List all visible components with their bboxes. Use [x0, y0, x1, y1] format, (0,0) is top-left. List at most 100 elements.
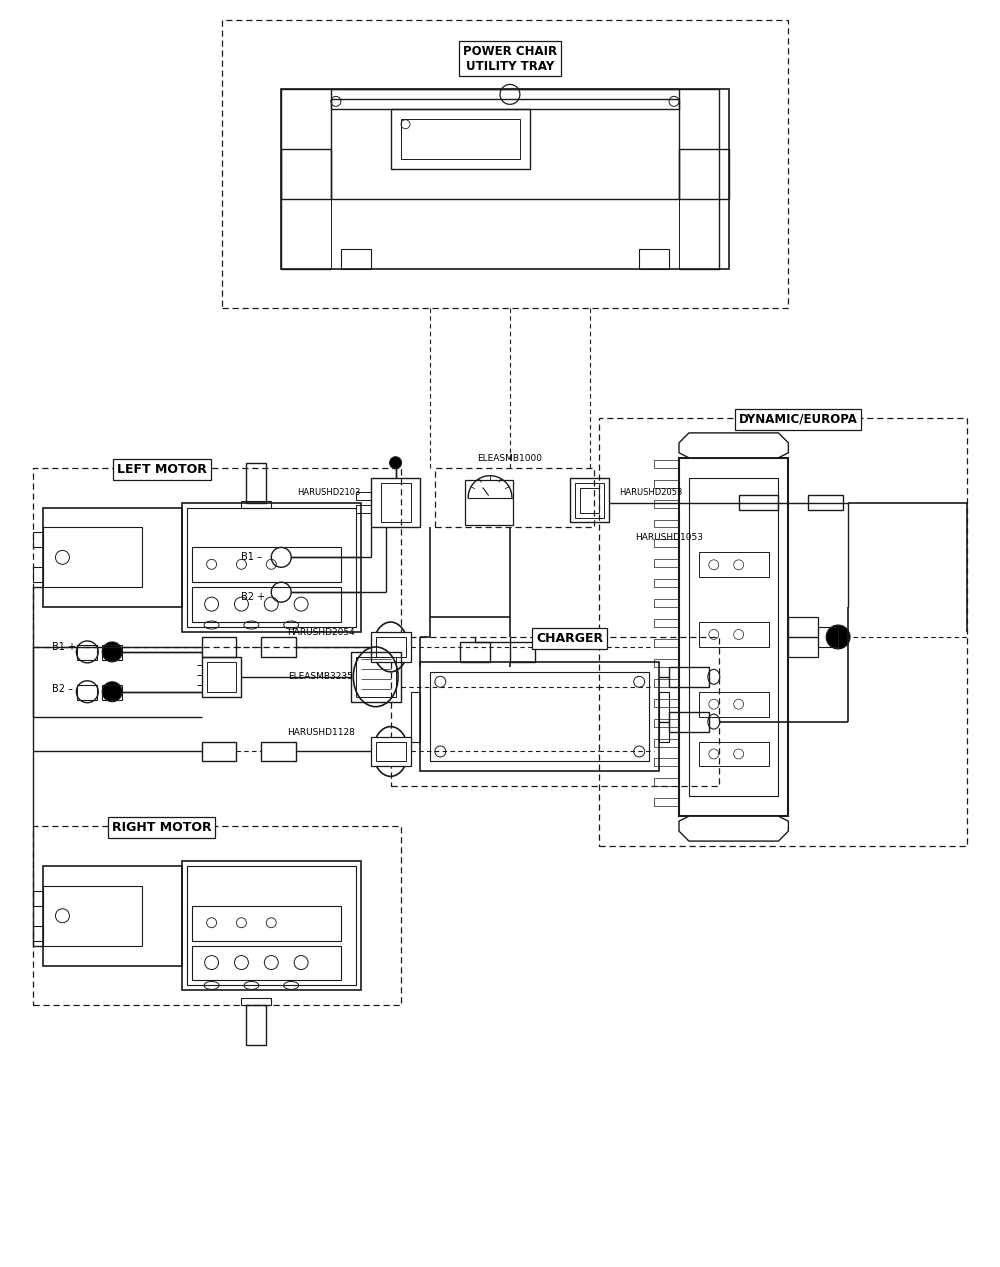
Bar	[356, 656, 396, 697]
Bar	[654, 718, 679, 726]
Text: B1 –: B1 –	[241, 552, 262, 563]
Bar	[788, 617, 818, 656]
Bar	[639, 248, 669, 269]
Text: CHARGER: CHARGER	[536, 632, 603, 645]
Bar	[192, 906, 341, 940]
Bar	[654, 639, 679, 647]
Bar	[33, 926, 43, 940]
Text: LEFT MOTOR: LEFT MOTOR	[117, 462, 207, 475]
Bar	[654, 540, 679, 547]
Bar	[33, 826, 401, 1005]
Bar	[411, 692, 420, 741]
Bar	[654, 599, 679, 607]
Bar	[654, 759, 679, 767]
Bar	[575, 483, 604, 517]
Bar	[77, 684, 97, 699]
Bar	[699, 552, 768, 578]
Bar	[401, 119, 520, 160]
Bar	[654, 778, 679, 787]
Bar	[192, 587, 341, 622]
Bar	[241, 998, 271, 1005]
Bar	[654, 620, 679, 627]
Bar	[654, 579, 679, 587]
Text: DYNAMIC/EUROPA: DYNAMIC/EUROPA	[739, 413, 858, 426]
Text: ELEASMB1000: ELEASMB1000	[477, 454, 542, 462]
Bar	[371, 736, 411, 767]
Bar	[699, 741, 768, 767]
Bar	[43, 865, 182, 965]
Bar	[739, 494, 778, 509]
Bar	[182, 862, 361, 991]
Bar	[261, 741, 296, 761]
Bar	[187, 865, 356, 986]
Bar	[356, 504, 371, 513]
Bar	[654, 698, 679, 707]
Bar	[33, 568, 43, 583]
Bar	[187, 508, 356, 627]
Bar	[102, 645, 122, 660]
Bar	[699, 692, 768, 717]
Bar	[241, 500, 271, 508]
Bar	[102, 684, 122, 699]
Polygon shape	[679, 816, 788, 841]
Bar	[246, 462, 266, 503]
Text: HARUSHD1128: HARUSHD1128	[287, 727, 355, 736]
Bar	[689, 478, 778, 796]
Bar	[570, 478, 609, 522]
Bar	[699, 622, 768, 647]
Bar	[818, 627, 838, 647]
Bar	[654, 798, 679, 806]
Circle shape	[826, 625, 850, 649]
Bar	[202, 637, 236, 656]
Bar	[654, 679, 679, 687]
Bar	[654, 739, 679, 746]
Bar	[599, 418, 967, 846]
Bar	[182, 503, 361, 632]
Bar	[654, 559, 679, 568]
Bar	[202, 741, 236, 761]
Circle shape	[390, 457, 402, 469]
Bar	[679, 150, 729, 199]
Bar	[246, 1005, 266, 1045]
Bar	[381, 483, 411, 522]
Bar	[351, 653, 401, 702]
Bar	[669, 712, 709, 731]
Bar	[192, 945, 341, 981]
Bar	[420, 661, 659, 772]
Text: B1 +: B1 +	[52, 642, 76, 653]
Bar	[33, 532, 43, 547]
Bar	[699, 438, 768, 452]
Bar	[43, 508, 182, 607]
Bar	[331, 99, 679, 199]
Bar	[43, 886, 142, 945]
Bar	[33, 468, 401, 647]
Text: B2 –: B2 –	[52, 684, 74, 694]
Text: HARUSHD1053: HARUSHD1053	[635, 533, 703, 542]
Bar	[654, 519, 679, 527]
Bar	[356, 492, 371, 499]
Bar	[77, 645, 97, 660]
Bar	[654, 460, 679, 468]
Bar	[202, 656, 241, 697]
Polygon shape	[679, 433, 788, 457]
Bar	[207, 661, 236, 692]
Text: RIGHT MOTOR: RIGHT MOTOR	[112, 821, 212, 834]
Text: ELEASMB3235: ELEASMB3235	[289, 673, 353, 682]
Bar	[261, 637, 296, 656]
Bar	[222, 20, 788, 308]
Bar	[510, 642, 535, 661]
Bar	[659, 692, 669, 741]
Bar	[391, 637, 719, 787]
Bar	[281, 90, 729, 269]
Bar	[669, 666, 709, 687]
Text: HARUSHD2054: HARUSHD2054	[287, 628, 355, 637]
Bar	[679, 457, 788, 816]
Bar	[192, 547, 341, 583]
Circle shape	[102, 682, 122, 702]
Bar	[465, 480, 513, 526]
Bar	[460, 642, 490, 661]
Bar	[341, 248, 371, 269]
Bar	[580, 488, 599, 513]
Bar	[331, 90, 679, 109]
Text: B2 +: B2 +	[241, 592, 266, 602]
